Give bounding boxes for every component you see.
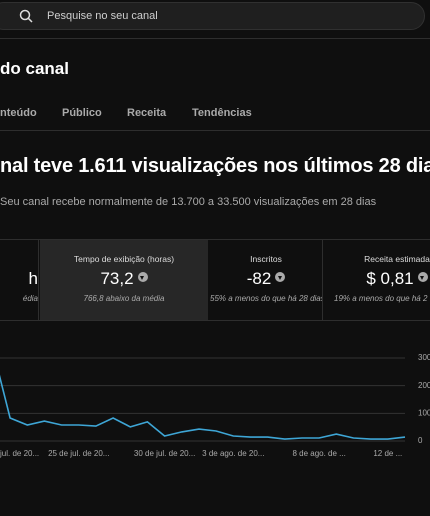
tab[interactable]: Público — [62, 107, 102, 119]
metric-note: 19% a menos do que há 2 — [334, 294, 428, 303]
metric-value: -82 — [246, 269, 272, 288]
metric-value-row: -82 — [210, 269, 322, 289]
line — [0, 374, 406, 440]
y-tick-label: 0 — [418, 436, 423, 445]
metric-note: édia — [22, 294, 38, 303]
divider — [0, 130, 430, 131]
headline: nal teve 1.611 visualizações nos últimos… — [0, 155, 430, 177]
tab[interactable]: Tendências — [192, 107, 252, 119]
metric-label: Receita estimada — [364, 254, 430, 264]
subtext: Seu canal recebe normalmente de 13.700 a… — [0, 196, 377, 208]
x-tick-label: 30 de jul. de 20... — [134, 449, 195, 458]
metric-value-row: 73,2 — [40, 269, 208, 289]
metric-card[interactable]: h édia — [0, 240, 39, 320]
down-icon — [417, 272, 428, 282]
metric-card[interactable]: Inscritos -82 55% a menos do que há 28 d… — [210, 240, 323, 320]
search-placeholder: Pesquise no seu canal — [47, 10, 158, 22]
search-box[interactable]: Pesquise no seu canal — [0, 2, 425, 30]
divider — [0, 320, 430, 321]
x-tick-label: 3 de ago. de 20... — [202, 449, 264, 458]
metric-label: Inscritos — [250, 254, 282, 264]
x-tick-label: 8 de ago. de ... — [292, 449, 345, 458]
metric-note: 55% a menos do que há 28 dias — [210, 294, 323, 303]
metric-card[interactable]: Tempo de exibição (horas) 73,2 766,8 aba… — [40, 240, 208, 320]
metric-value: h — [28, 269, 38, 288]
metric-value-row: $ 0,81 — [324, 269, 430, 289]
divider — [0, 38, 430, 39]
chart: 0 100 200 300 jul. de 20... 25 de jul. de 20.… — [0, 353, 430, 458]
metric-card[interactable]: Receita estimada $ 0,81 19% a menos do q… — [324, 240, 430, 320]
y-tick-label: 200 — [418, 381, 430, 390]
divider — [0, 239, 430, 240]
down-icon — [275, 272, 286, 282]
down-icon — [137, 272, 148, 282]
search-icon — [19, 9, 33, 23]
metric-label: Tempo de exibição (horas) — [73, 254, 175, 264]
y-tick-label: 300 — [418, 353, 430, 362]
x-tick-label: 25 de jul. de 20... — [48, 449, 109, 458]
x-tick-label: 12 de ... — [373, 449, 402, 458]
x-tick-label: jul. de 20... — [0, 449, 39, 458]
metric-value: $ 0,81 — [366, 269, 414, 288]
tab[interactable]: Receita — [127, 107, 167, 119]
metric-value: 73,2 — [100, 269, 134, 288]
tab[interactable]: nteúdo — [0, 107, 37, 119]
metric-note: 766,8 abaixo da média — [83, 294, 165, 303]
y-tick-label: 100 — [418, 408, 430, 417]
page-title: do canal — [0, 59, 69, 78]
